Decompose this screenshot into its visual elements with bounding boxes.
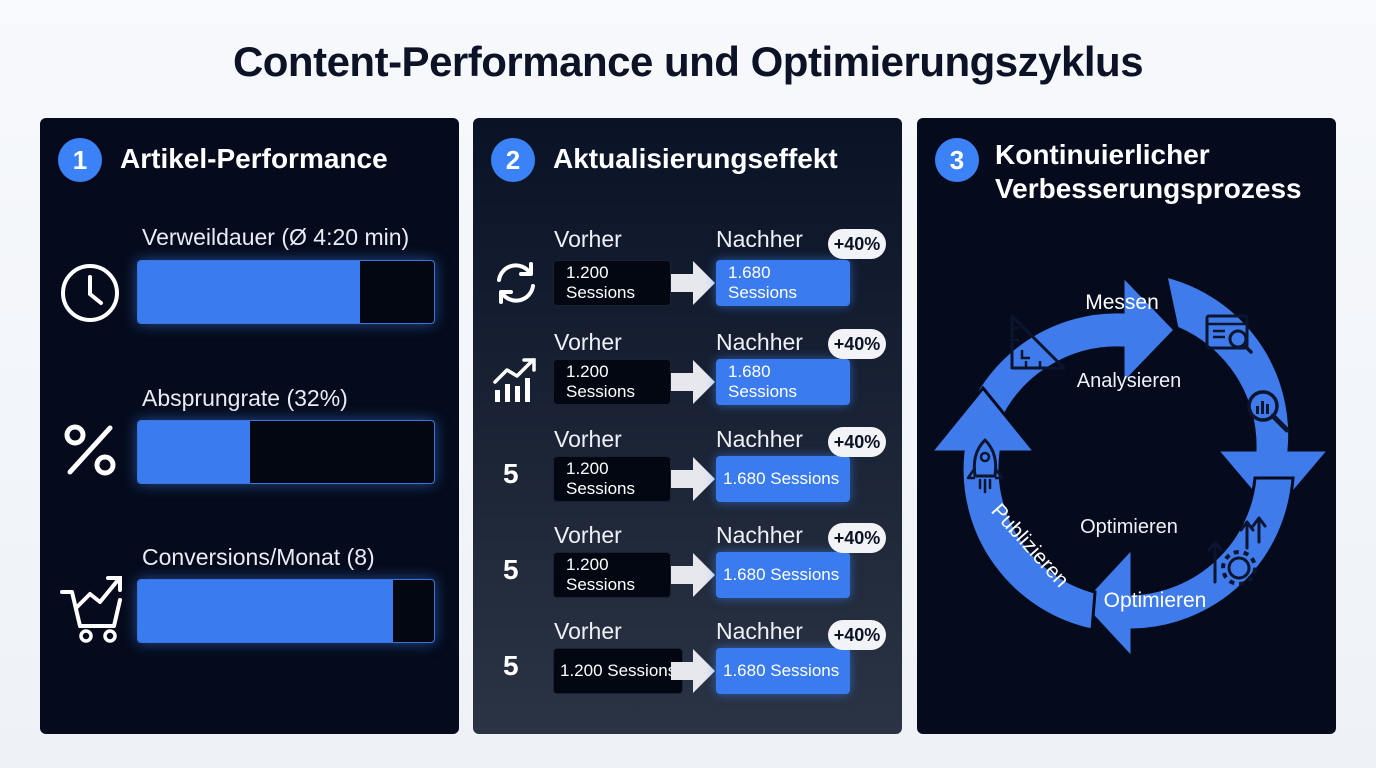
panel-title: Aktualisierungseffekt [553, 143, 838, 174]
cycle-label-optimize-outer: Optimieren [1104, 589, 1207, 612]
before-label: Vorher [554, 226, 622, 252]
metric-bar-fill [138, 421, 251, 483]
panel-article-performance: 1 Artikel-Performance Verweildauer (Ø 4:… [40, 118, 459, 734]
after-label: Nachher [716, 618, 803, 644]
dashboard-icon [1205, 314, 1253, 354]
after-value-box: 1.680 Sessions [716, 552, 850, 598]
panel-title-line: Verbesserungsprozess [995, 173, 1302, 204]
ruler-icon [1010, 314, 1066, 370]
before-unit: Sessions [566, 283, 635, 302]
before-label: Vorher [554, 522, 622, 548]
metric-bar-fill [138, 261, 360, 323]
cycle-arrow-optimize [1078, 476, 1295, 662]
cycle-label-measure: Messen [1085, 291, 1159, 314]
clock-icon [61, 264, 119, 322]
change-badge: +40% [828, 427, 886, 457]
before-value-box: 1.200 Sessions [553, 359, 671, 405]
arrow-right-icon [671, 649, 715, 693]
before-value: 1.200 [566, 555, 609, 574]
after-value: 1.680 Sessions [723, 469, 840, 488]
before-value-box: 1.200 Sessions [553, 648, 683, 694]
panel-improvement-process: 3 Kontinuierlicher Verbesserungsprozess [917, 118, 1336, 734]
cycle-diagram: Messen Publizieren Optimieren Analysiere… [927, 272, 1333, 662]
cycle-label-optimize-inner: Optimieren [1080, 516, 1178, 538]
before-value-box: 1.200 Sessions [553, 260, 671, 306]
metric-bar [137, 260, 435, 324]
metric-label: Conversions/Monat (8) [142, 544, 375, 570]
rocket-icon [966, 438, 1004, 494]
growth-chart-icon [493, 358, 536, 402]
after-value-box: 1.680 Sessions [716, 648, 850, 694]
step-badge: 1 [58, 138, 102, 182]
change-badge: +40% [828, 229, 886, 259]
cart-trend-icon [60, 576, 122, 643]
row-marker: 5 [503, 554, 519, 585]
before-value: 1.200 [566, 263, 609, 282]
after-label: Nachher [716, 329, 803, 355]
after-label: Nachher [716, 426, 803, 452]
after-value-box: 1.680 Sessions [716, 359, 850, 405]
before-value-box: 1.200 Sessions [553, 552, 671, 598]
metric-bar [137, 579, 435, 643]
after-value-box: 1.680 Sessions [716, 260, 850, 306]
after-value: 1.680 [728, 263, 771, 282]
arrow-right-icon [671, 261, 715, 305]
step-badge: 3 [935, 138, 979, 182]
change-badge: +40% [828, 329, 886, 359]
metric-bar-fill [138, 580, 393, 642]
before-value-box: 1.200 Sessions [553, 456, 671, 502]
before-label: Vorher [554, 426, 622, 452]
before-unit: Sessions [566, 479, 635, 498]
cycle-arrow-publish [927, 385, 1097, 632]
metric-label: Absprungrate (32%) [142, 385, 348, 411]
after-value: 1.680 Sessions [723, 661, 840, 680]
magnifier-chart-icon [1247, 390, 1290, 433]
arrow-right-icon [671, 553, 715, 597]
after-value-box: 1.680 Sessions [716, 456, 850, 502]
cycle-label-analyze: Analysieren [1077, 370, 1182, 392]
panel-title: Artikel-Performance [120, 143, 388, 174]
panel-title-line: Kontinuierlicher [995, 139, 1210, 170]
step-badge: 2 [491, 138, 535, 182]
before-value: 1.200 Sessions [560, 661, 677, 680]
before-value: 1.200 [566, 459, 609, 478]
row-marker: 5 [503, 650, 519, 681]
page-title: Content-Performance und Optimierungszykl… [232, 38, 1144, 85]
cycle-arrow-measure [962, 272, 1178, 422]
arrow-right-icon [671, 360, 715, 404]
gear-arrows-icon [1207, 516, 1267, 586]
refresh-icon [497, 262, 535, 304]
before-label: Vorher [554, 329, 622, 355]
metric-label: Verweildauer (Ø 4:20 min) [142, 224, 410, 250]
after-value: 1.680 [728, 362, 771, 381]
after-value: 1.680 Sessions [723, 565, 840, 584]
panel-title: Kontinuierlicher Verbesserungsprozess [995, 138, 1302, 206]
change-badge: +40% [828, 523, 886, 553]
after-label: Nachher [716, 226, 803, 252]
before-unit: Sessions [566, 382, 635, 401]
arrow-right-icon [671, 457, 715, 501]
after-label: Nachher [716, 522, 803, 548]
before-label: Vorher [554, 618, 622, 644]
panel-update-effect: 2 Aktualisierungseffekt Vorher Nachher 1… [473, 118, 902, 734]
cycle-arrow-analyze [1164, 273, 1333, 519]
before-value: 1.200 [566, 362, 609, 381]
after-unit: Sessions [728, 283, 797, 302]
change-badge: +40% [828, 620, 886, 650]
after-unit: Sessions [728, 382, 797, 401]
metric-bar [137, 420, 435, 484]
before-unit: Sessions [566, 575, 635, 594]
row-marker: 5 [503, 458, 519, 489]
percent-icon [64, 424, 116, 476]
